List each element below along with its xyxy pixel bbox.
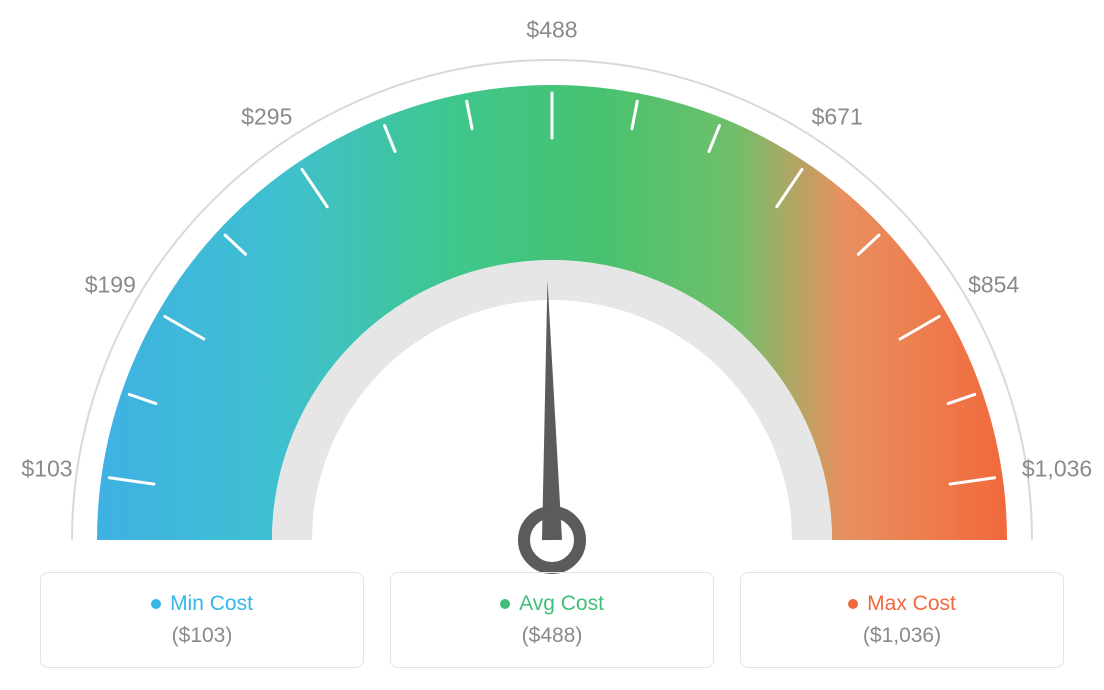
legend-title-row: Avg Cost: [500, 592, 604, 616]
gauge-tick-label: $199: [85, 272, 136, 299]
legend-value-min: ($103): [172, 624, 233, 648]
legend-card-min: Min Cost ($103): [40, 572, 364, 668]
legend-title-max: Max Cost: [867, 592, 956, 616]
legend-card-max: Max Cost ($1,036): [740, 572, 1064, 668]
gauge-tick-label: $295: [241, 104, 292, 131]
gauge-chart: $103 $199 $295 $488 $671 $854 $1,036: [0, 0, 1104, 560]
gauge-tick-label: $488: [526, 17, 577, 44]
legend-card-avg: Avg Cost ($488): [390, 572, 714, 668]
legend-dot-min: [151, 599, 161, 609]
legend-row: Min Cost ($103) Avg Cost ($488) Max Cost…: [0, 572, 1104, 668]
legend-dot-max: [848, 599, 858, 609]
gauge-tick-label: $854: [968, 272, 1019, 299]
gauge-tick-label: $671: [812, 104, 863, 131]
legend-value-max: ($1,036): [863, 624, 941, 648]
legend-title-avg: Avg Cost: [519, 592, 604, 616]
legend-dot-avg: [500, 599, 510, 609]
gauge-svg: [0, 20, 1104, 580]
legend-title-row: Max Cost: [848, 592, 956, 616]
legend-value-avg: ($488): [522, 624, 583, 648]
legend-title-row: Min Cost: [151, 592, 253, 616]
legend-title-min: Min Cost: [170, 592, 253, 616]
gauge-tick-label: $103: [21, 456, 72, 483]
gauge-tick-label: $1,036: [1022, 456, 1092, 483]
